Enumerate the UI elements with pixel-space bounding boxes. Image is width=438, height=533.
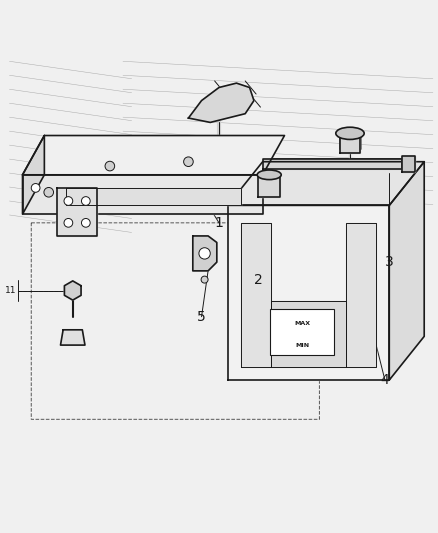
Polygon shape [228, 205, 389, 380]
Polygon shape [340, 133, 360, 153]
Polygon shape [22, 135, 44, 214]
Circle shape [81, 197, 90, 205]
Text: 4: 4 [381, 373, 389, 387]
Text: MIN: MIN [295, 343, 309, 348]
Ellipse shape [257, 170, 281, 180]
Polygon shape [403, 156, 416, 172]
Circle shape [64, 219, 73, 227]
Text: 1: 1 [215, 216, 223, 230]
Circle shape [44, 188, 53, 197]
Polygon shape [346, 223, 376, 367]
Polygon shape [64, 281, 81, 300]
Text: 5: 5 [197, 310, 206, 324]
Circle shape [199, 248, 210, 259]
Circle shape [64, 197, 73, 205]
Circle shape [201, 276, 208, 283]
Text: 2: 2 [254, 272, 263, 287]
Polygon shape [193, 236, 217, 271]
Circle shape [184, 157, 193, 166]
Polygon shape [22, 175, 263, 214]
Polygon shape [263, 159, 403, 169]
Polygon shape [241, 223, 272, 367]
FancyBboxPatch shape [270, 309, 334, 355]
Polygon shape [22, 135, 285, 175]
Circle shape [105, 161, 115, 171]
Polygon shape [66, 188, 241, 205]
Polygon shape [228, 161, 424, 205]
Text: 11: 11 [4, 286, 16, 295]
Polygon shape [188, 83, 254, 123]
Ellipse shape [336, 127, 364, 140]
Polygon shape [60, 330, 85, 345]
Text: 3: 3 [385, 255, 394, 269]
Circle shape [31, 183, 40, 192]
Circle shape [81, 219, 90, 227]
Text: MAX: MAX [294, 321, 310, 326]
Polygon shape [272, 302, 346, 367]
Polygon shape [258, 175, 280, 197]
Polygon shape [389, 161, 424, 380]
Polygon shape [57, 188, 97, 236]
